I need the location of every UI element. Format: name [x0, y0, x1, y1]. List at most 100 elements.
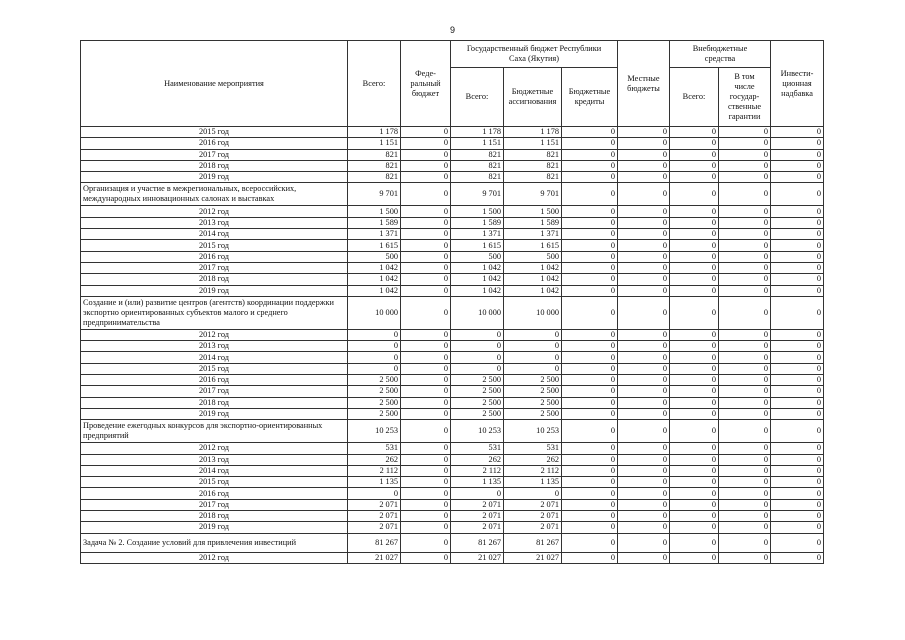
value-cell: 0	[561, 182, 618, 207]
table-row: 2013 год 0 0 0 0 0 0 0 0 0	[80, 340, 825, 353]
value-cell: 0	[717, 453, 772, 466]
row-label: Создание и (или) развитие центров (агент…	[80, 295, 348, 330]
value-cell: 0	[617, 328, 670, 342]
value-cell: 1 615	[503, 239, 562, 252]
value-cell: 2 112	[503, 464, 562, 478]
table-row: 2014 год 0 0 0 0 0 0 0 0 0	[80, 351, 825, 364]
table-row: 2015 год 1 178 0 1 178 1 178 0 0 0 0 0	[80, 125, 825, 139]
value-cell: 0	[717, 273, 772, 286]
row-label: 2016 год	[80, 137, 348, 150]
value-cell: 0	[561, 284, 618, 297]
value-cell: 0	[669, 182, 719, 207]
table-row: 2016 год 1 151 0 1 151 1 151 0 0 0 0 0	[80, 137, 825, 150]
value-cell: 0	[561, 328, 618, 342]
value-cell: 0	[717, 261, 772, 275]
value-cell: 0	[669, 228, 719, 241]
value-cell: 1 371	[450, 228, 504, 241]
value-cell: 0	[400, 385, 451, 398]
value-cell: 2 500	[347, 407, 401, 421]
row-label: 2018 год	[80, 273, 348, 286]
value-cell: 0	[400, 171, 451, 184]
value-cell: 821	[450, 171, 504, 184]
value-cell: 531	[347, 442, 401, 455]
value-cell: 0	[717, 228, 772, 241]
value-cell: 2 500	[503, 374, 562, 387]
value-cell: 0	[561, 551, 618, 564]
value-cell: 0	[617, 476, 670, 489]
value-cell: 0	[400, 239, 451, 252]
value-cell: 0	[770, 407, 825, 421]
header-cell: Бюджетные ассигнования	[503, 67, 562, 127]
value-cell: 1 589	[347, 216, 401, 230]
value-cell: 0	[669, 261, 719, 275]
value-cell: 0	[770, 396, 825, 409]
value-cell: 0	[617, 510, 670, 523]
value-cell: 0	[617, 239, 670, 252]
value-cell: 9 701	[503, 182, 562, 207]
row-label: 2019 год	[80, 407, 348, 421]
value-cell: 0	[617, 453, 670, 466]
value-cell: 0	[717, 295, 772, 330]
value-cell: 500	[503, 250, 562, 263]
value-cell: 0	[770, 148, 825, 161]
value-cell: 1 615	[450, 239, 504, 252]
value-cell: 2 500	[450, 407, 504, 421]
value-cell: 0	[669, 148, 719, 161]
value-cell: 1 178	[450, 125, 504, 139]
table-row: 2014 год 2 112 0 2 112 2 112 0 0 0 0 0	[80, 464, 825, 478]
value-cell: 0	[617, 250, 670, 263]
header-cell: Всего:	[347, 40, 401, 127]
value-cell: 1 500	[450, 205, 504, 218]
value-cell: 0	[770, 453, 825, 466]
value-cell: 0	[669, 137, 719, 150]
table-row: 2012 год 531 0 531 531 0 0 0 0 0	[80, 442, 825, 455]
table-row: 2014 год 1 371 0 1 371 1 371 0 0 0 0 0	[80, 228, 825, 241]
value-cell: 0	[717, 125, 772, 139]
header-cell: Всего:	[669, 67, 719, 127]
value-cell: 0	[561, 487, 618, 500]
value-cell: 0	[717, 328, 772, 342]
table-row: 2013 год 1 589 0 1 589 1 589 0 0 0 0 0	[80, 216, 825, 230]
value-cell: 2 071	[347, 510, 401, 523]
table-header: Наименование мероприятия Всего: Феде- ра…	[80, 40, 825, 127]
value-cell: 2 500	[347, 396, 401, 409]
value-cell: 0	[561, 159, 618, 173]
value-cell: 0	[717, 159, 772, 173]
value-cell: 0	[669, 362, 719, 376]
value-cell: 2 071	[503, 510, 562, 523]
value-cell: 0	[400, 442, 451, 455]
value-cell: 0	[770, 476, 825, 489]
value-cell: 2 112	[450, 464, 504, 478]
row-label: 2018 год	[80, 159, 348, 173]
value-cell: 0	[400, 295, 451, 330]
value-cell: 0	[669, 532, 719, 553]
value-cell: 1 589	[503, 216, 562, 230]
value-cell: 0	[717, 148, 772, 161]
row-label: 2017 год	[80, 261, 348, 275]
value-cell: 0	[503, 487, 562, 500]
value-cell: 0	[669, 273, 719, 286]
table-row: 2018 год 2 071 0 2 071 2 071 0 0 0 0 0	[80, 510, 825, 523]
value-cell: 0	[669, 216, 719, 230]
row-label: 2014 год	[80, 464, 348, 478]
value-cell: 1 042	[503, 261, 562, 275]
value-cell: 0	[717, 171, 772, 184]
value-cell: 2 500	[450, 396, 504, 409]
value-cell: 0	[347, 487, 401, 500]
value-cell: 821	[503, 171, 562, 184]
value-cell: 0	[669, 551, 719, 564]
value-cell: 0	[617, 487, 670, 500]
value-cell: 2 500	[503, 396, 562, 409]
table-row: 2012 год 0 0 0 0 0 0 0 0 0	[80, 328, 825, 342]
value-cell: 0	[561, 476, 618, 489]
value-cell: 1 151	[450, 137, 504, 150]
value-cell: 0	[561, 125, 618, 139]
value-cell: 81 267	[450, 532, 504, 553]
header-cell: Феде- ральный бюджет	[400, 40, 451, 127]
value-cell: 0	[347, 362, 401, 376]
table-row: Создание и (или) развитие центров (агент…	[80, 295, 825, 330]
value-cell: 2 112	[347, 464, 401, 478]
value-cell: 0	[561, 216, 618, 230]
row-label: 2019 год	[80, 521, 348, 534]
